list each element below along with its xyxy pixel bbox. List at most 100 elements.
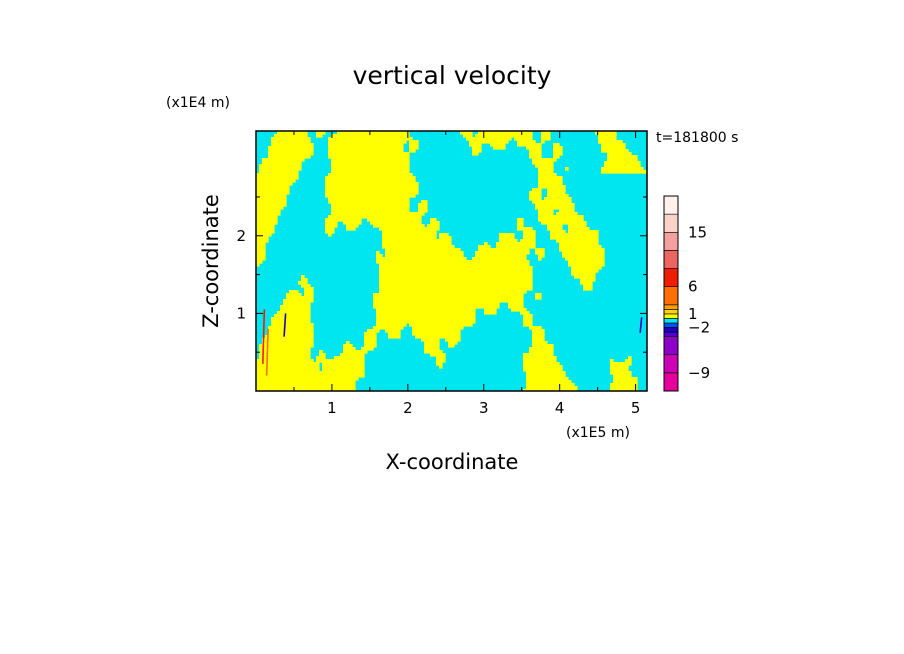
positive-region xyxy=(490,143,506,147)
positive-region xyxy=(364,341,377,345)
positive-region xyxy=(274,134,308,138)
positive-region xyxy=(430,353,446,357)
positive-region xyxy=(532,338,545,342)
positive-region xyxy=(469,143,482,147)
positive-region xyxy=(595,131,617,135)
positive-region xyxy=(361,347,374,351)
positive-region xyxy=(331,203,410,207)
positive-region xyxy=(460,131,473,135)
intense-streak xyxy=(639,317,643,333)
positive-region xyxy=(328,152,410,156)
positive-region xyxy=(304,293,314,297)
positive-region xyxy=(553,155,560,159)
positive-region xyxy=(259,167,302,171)
positive-region xyxy=(274,314,311,318)
positive-region xyxy=(304,287,314,291)
positive-region xyxy=(535,248,545,252)
positive-region xyxy=(331,170,410,174)
positive-region xyxy=(538,176,563,180)
positive-region xyxy=(340,353,365,357)
colorbar-label: −9 xyxy=(688,364,710,382)
positive-region xyxy=(529,347,554,351)
positive-region xyxy=(598,134,617,138)
colorbar-segment xyxy=(663,354,679,374)
positive-region xyxy=(436,356,446,360)
positive-region xyxy=(286,293,302,297)
positive-region xyxy=(538,215,584,219)
positive-region xyxy=(553,143,560,147)
plot-area: 1 2 3 4 5 1 2 xyxy=(236,130,648,417)
positive-region xyxy=(424,347,440,351)
positive-region xyxy=(367,329,380,333)
positive-region xyxy=(268,326,314,330)
positive-region xyxy=(568,224,587,228)
positive-region xyxy=(331,209,410,213)
positive-region xyxy=(559,245,602,249)
positive-region xyxy=(559,242,599,246)
positive-region xyxy=(328,140,407,144)
positive-region xyxy=(256,248,266,252)
positive-region xyxy=(520,239,536,243)
positive-region xyxy=(328,215,422,219)
positive-region xyxy=(412,332,461,336)
positive-region xyxy=(499,233,515,237)
positive-region xyxy=(523,359,557,363)
positive-region xyxy=(373,302,500,306)
positive-region xyxy=(556,212,578,216)
positive-region xyxy=(523,368,563,372)
positive-region xyxy=(544,197,572,201)
colorbar-label: −2 xyxy=(688,319,710,337)
positive-region xyxy=(469,140,509,144)
positive-region xyxy=(535,164,554,168)
positive-region xyxy=(277,131,308,135)
positive-region xyxy=(523,323,533,327)
positive-region xyxy=(448,344,455,348)
positive-region xyxy=(256,365,320,369)
positive-region xyxy=(271,143,314,147)
positive-region xyxy=(472,257,527,261)
positive-region xyxy=(379,227,440,231)
positive-region xyxy=(256,224,275,228)
positive-region xyxy=(328,149,404,153)
positive-region xyxy=(256,257,266,261)
positive-region xyxy=(538,257,542,261)
positive-region xyxy=(571,269,599,273)
positive-region xyxy=(316,356,326,360)
positive-region xyxy=(535,296,542,300)
positive-region xyxy=(283,299,314,303)
positive-region xyxy=(538,170,554,174)
positive-region xyxy=(379,278,533,282)
positive-region xyxy=(415,335,461,339)
y-tick-label: 2 xyxy=(236,227,246,245)
positive-region xyxy=(256,179,296,183)
positive-region xyxy=(523,389,578,391)
positive-region xyxy=(493,146,506,150)
positive-region xyxy=(301,284,311,288)
colorbar-segment xyxy=(663,268,679,287)
positive-region xyxy=(334,356,365,360)
positive-region xyxy=(535,206,575,210)
positive-region xyxy=(277,311,311,315)
positive-region xyxy=(379,272,533,276)
positive-region xyxy=(346,224,359,228)
positive-region xyxy=(370,221,422,225)
positive-region xyxy=(604,164,641,168)
positive-region xyxy=(604,161,641,165)
positive-region xyxy=(412,329,461,333)
positive-region xyxy=(556,239,599,243)
x-tick-label: 1 xyxy=(327,399,337,417)
intense-streak xyxy=(262,309,266,364)
positive-region xyxy=(256,263,260,267)
positive-region xyxy=(259,164,302,168)
positive-region xyxy=(523,236,536,240)
positive-region xyxy=(547,191,566,195)
positive-region xyxy=(508,302,524,306)
positive-region xyxy=(256,389,356,391)
positive-region xyxy=(421,200,428,204)
positive-region xyxy=(376,260,530,264)
colorbar-segment xyxy=(663,231,679,251)
positive-region xyxy=(409,146,419,150)
colorbar-segment xyxy=(663,322,679,328)
positive-region xyxy=(256,383,356,387)
positive-region xyxy=(478,131,533,135)
